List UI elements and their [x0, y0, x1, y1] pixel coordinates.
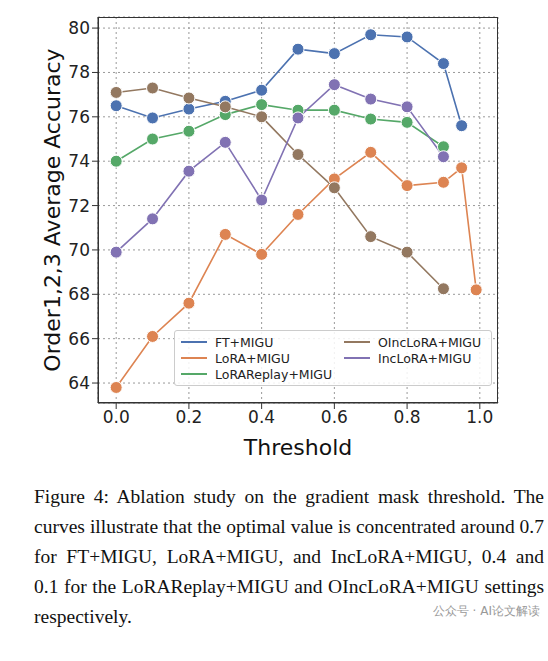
svg-text:68: 68 — [68, 284, 90, 304]
svg-text:66: 66 — [68, 329, 90, 349]
svg-text:76: 76 — [68, 107, 90, 127]
html-text:Figure 4: Ablation study on th: Figure 4: Ablation study on the gradient… — [34, 486, 544, 627]
svg-text:0.4: 0.4 — [248, 407, 275, 427]
svg-text:74: 74 — [68, 151, 90, 171]
html-text:IncLoRA+MIGU: IncLoRA+MIGU — [378, 350, 472, 366]
html-text:LoRA+MIGU: LoRA+MIGU — [215, 350, 290, 366]
svg-text:72: 72 — [68, 196, 90, 216]
svg-text:78: 78 — [68, 62, 90, 82]
html-text:Order1,2,3 Average Accuracy: Order1,2,3 Average Accuracy — [39, 48, 65, 372]
html-text:公众号 · AI论文解读: 公众号 · AI论文解读 — [432, 604, 540, 618]
html-text:Threshold: Threshold — [243, 434, 353, 460]
svg-text:1.0: 1.0 — [466, 407, 493, 427]
svg-text:0.8: 0.8 — [394, 407, 421, 427]
svg-text:0.6: 0.6 — [321, 407, 348, 427]
svg-text:64: 64 — [68, 373, 90, 393]
svg-text:70: 70 — [68, 240, 90, 260]
html-text:FT+MIGU: FT+MIGU — [215, 334, 274, 350]
svg-text:80: 80 — [68, 18, 90, 38]
svg-text:0.2: 0.2 — [175, 407, 202, 427]
html-text:OIncLoRA+MIGU: OIncLoRA+MIGU — [378, 334, 482, 350]
html-text:LoRAReplay+MIGU: LoRAReplay+MIGU — [215, 366, 333, 382]
svg-text:0.0: 0.0 — [103, 407, 130, 427]
